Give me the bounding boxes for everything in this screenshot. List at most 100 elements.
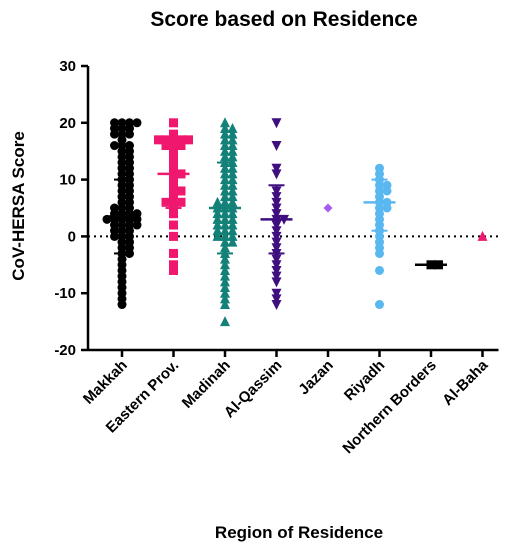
data-point — [169, 265, 178, 275]
data-point — [227, 134, 238, 145]
data-point — [375, 300, 384, 310]
data-point — [169, 248, 178, 258]
data-point — [227, 174, 238, 185]
data-point — [220, 264, 230, 275]
data-point — [375, 248, 384, 258]
data-point — [220, 293, 230, 304]
data-point — [212, 219, 223, 230]
data-point — [220, 122, 230, 133]
y-axis-label: CoV-HERSA Score — [9, 131, 28, 281]
data-point — [271, 118, 282, 129]
data-point — [212, 213, 223, 224]
data-point — [477, 230, 488, 241]
data-point — [220, 316, 230, 327]
data-point — [271, 271, 282, 282]
data-point — [227, 196, 238, 207]
data-point — [227, 151, 238, 162]
y-tick-label: 30 — [59, 58, 76, 75]
data-point — [169, 209, 178, 219]
y-tick-label: 20 — [59, 115, 76, 132]
data-point — [220, 282, 230, 293]
data-point — [212, 230, 223, 241]
data-point — [382, 203, 392, 213]
x-tick-label: Northern Borders — [339, 357, 439, 457]
data-point — [271, 288, 282, 299]
data-point — [220, 117, 230, 128]
data-point — [227, 145, 238, 156]
data-point — [220, 270, 230, 281]
data-point — [132, 220, 142, 230]
data-point — [220, 145, 230, 156]
data-point — [227, 230, 238, 241]
data-point — [220, 140, 230, 151]
data-point — [227, 208, 238, 219]
data-point — [271, 277, 282, 288]
data-point — [227, 179, 238, 190]
data-point — [220, 151, 230, 162]
data-point — [176, 141, 186, 151]
chart-title: Score based on Residence — [150, 8, 417, 31]
data-point — [271, 169, 282, 180]
data-point — [271, 141, 282, 152]
data-point — [227, 162, 238, 173]
data-point — [176, 186, 186, 196]
data-point — [169, 220, 178, 230]
data-point — [220, 287, 230, 298]
data-point — [220, 259, 230, 270]
data-point — [227, 140, 238, 151]
data-point — [271, 265, 282, 276]
data-point — [227, 128, 238, 139]
data-point — [184, 135, 193, 145]
data-point — [271, 254, 282, 265]
data-point — [220, 128, 230, 139]
data-point — [220, 299, 230, 310]
data-point — [227, 219, 238, 230]
data-point — [212, 208, 223, 219]
data-point — [117, 300, 127, 310]
data-point — [227, 213, 238, 224]
data-point — [161, 141, 171, 151]
y-tick-label: 0 — [68, 228, 76, 245]
data-point — [110, 231, 119, 241]
y-tick-label: -10 — [54, 285, 76, 302]
data-point — [125, 129, 134, 139]
data-point — [227, 191, 238, 202]
x-tick-label: Makkah — [80, 357, 131, 408]
y-tick-label: 10 — [59, 172, 76, 189]
data-point — [271, 163, 282, 174]
x-tick-label: Jazan — [295, 357, 337, 399]
data-point — [375, 265, 384, 275]
data-point — [110, 129, 119, 139]
data-point — [220, 276, 230, 287]
data-point — [271, 260, 282, 271]
x-tick-label: Al-Baha — [439, 356, 492, 409]
data-point — [227, 122, 238, 133]
data-point — [323, 203, 333, 213]
data-point — [212, 225, 223, 236]
x-axis-label: Region of Residence — [215, 523, 383, 542]
x-tick-label: Riyadh — [341, 357, 388, 404]
data-point — [271, 300, 282, 311]
data-point — [227, 225, 238, 236]
y-tick-label: -20 — [54, 342, 76, 359]
data-point — [169, 260, 178, 270]
data-point — [132, 118, 142, 128]
data-point — [169, 118, 178, 128]
data-point — [271, 294, 282, 305]
data-point — [220, 253, 230, 264]
data-point — [220, 134, 230, 145]
data-point — [161, 197, 171, 207]
data-point — [169, 231, 178, 241]
data-point — [169, 129, 178, 139]
data-point — [176, 197, 186, 207]
data-point — [154, 135, 163, 145]
data-point — [227, 236, 238, 247]
data-point — [227, 185, 238, 196]
data-point — [382, 186, 392, 196]
data-point — [110, 141, 119, 151]
data-point — [212, 196, 223, 207]
data-point — [227, 168, 238, 179]
